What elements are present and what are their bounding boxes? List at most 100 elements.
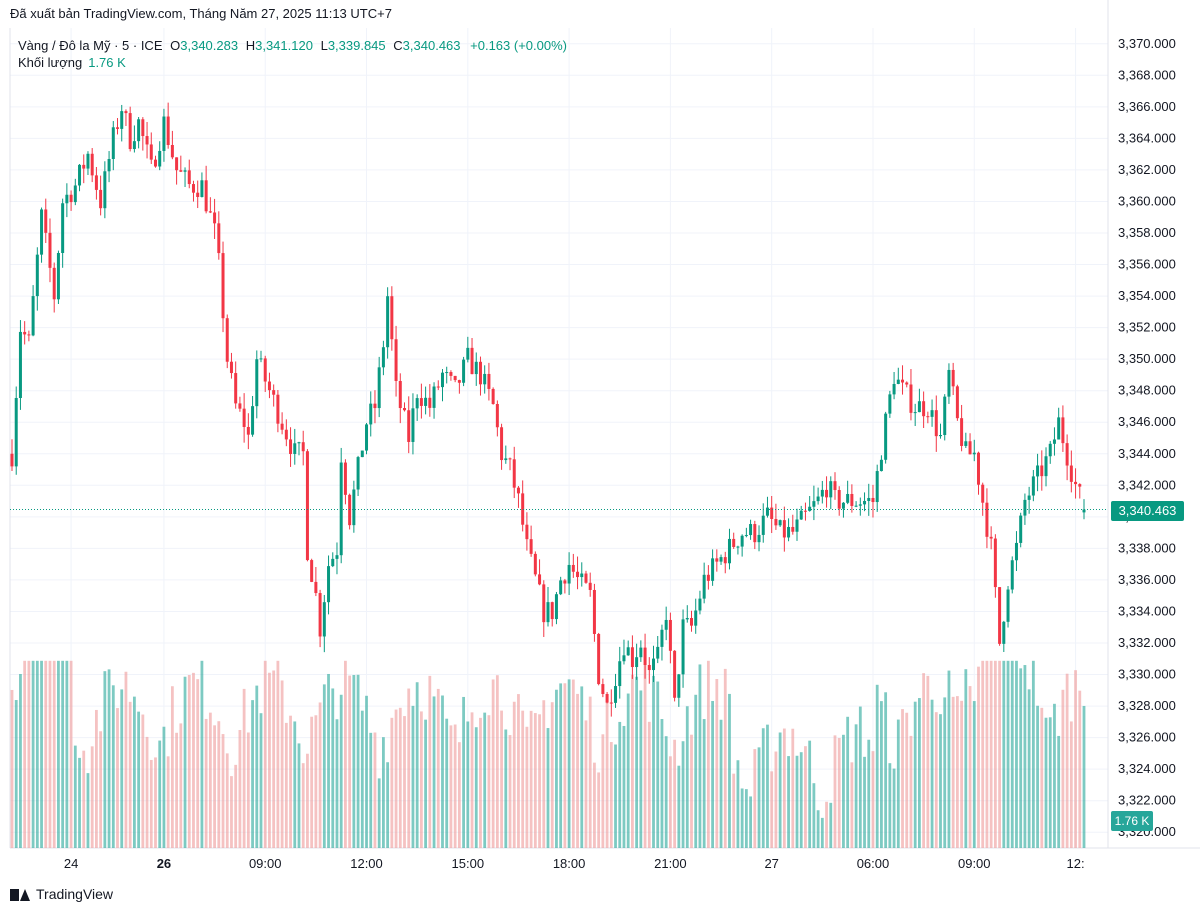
volume-bar	[407, 688, 411, 848]
volume-bar	[221, 734, 225, 848]
candle-body	[905, 382, 909, 385]
candle-body	[727, 538, 731, 564]
volume-bar	[1053, 703, 1056, 848]
candle-body	[398, 380, 402, 409]
volume-bar	[989, 660, 993, 848]
volume-bar	[964, 669, 968, 848]
candle-body	[808, 506, 812, 511]
candle-body	[242, 408, 246, 427]
candle-body	[664, 619, 668, 630]
candle-body	[166, 116, 170, 145]
volume-bar	[820, 817, 824, 848]
x-tick-label: 12:	[1067, 856, 1085, 871]
candle-body	[44, 209, 48, 233]
candle-body	[858, 504, 862, 506]
y-tick-label: 3,356.000	[1118, 257, 1176, 272]
candle-body	[951, 369, 955, 387]
candle-body	[394, 339, 398, 381]
candle-body	[137, 119, 141, 142]
candle-body	[761, 515, 765, 535]
y-tick-label: 3,362.000	[1118, 162, 1176, 177]
candle-body	[246, 426, 250, 435]
candle-body	[234, 373, 238, 404]
volume-bar	[837, 737, 841, 848]
y-tick-label: 3,368.000	[1118, 67, 1176, 82]
volume-bar	[403, 716, 406, 848]
volume-bar	[854, 724, 858, 848]
candle-body	[917, 401, 921, 413]
candle-body	[162, 116, 166, 151]
volume-bar	[1069, 721, 1073, 848]
volume-bar	[943, 697, 947, 848]
candle-body	[31, 296, 35, 336]
volume-bar	[170, 686, 174, 848]
volume-bar	[690, 734, 693, 848]
candle-body	[1078, 484, 1082, 487]
candle-body	[103, 171, 107, 209]
candle-body	[850, 493, 854, 506]
candle-body	[668, 619, 672, 651]
candle-body	[293, 443, 297, 454]
volume-bar	[816, 810, 820, 848]
x-tick-label: 06:00	[857, 856, 890, 871]
symbol-label[interactable]: Vàng / Đô la Mỹ · 5 · ICE	[18, 38, 163, 53]
candle-body	[86, 153, 90, 169]
volume-bar	[601, 734, 605, 848]
candle-body	[191, 184, 195, 193]
y-tick-label: 3,354.000	[1118, 288, 1176, 303]
volume-bar	[310, 716, 314, 848]
volume-bar	[1002, 660, 1006, 848]
volume-bar	[584, 720, 588, 848]
y-tick-label: 3,348.000	[1118, 383, 1176, 398]
candle-body	[267, 381, 271, 391]
candle-body	[820, 489, 824, 497]
candle-body	[474, 361, 478, 375]
candle-body	[14, 397, 18, 467]
candle-body	[297, 442, 301, 444]
volume-bar	[107, 669, 111, 848]
volume-bar	[1027, 689, 1031, 848]
volume-bar	[571, 679, 575, 848]
candle-body	[711, 558, 715, 581]
volume-bar	[360, 710, 364, 848]
volume-bar	[614, 744, 617, 848]
volume-bar	[441, 695, 444, 848]
candle-body	[652, 658, 656, 671]
volume-bar	[1015, 660, 1018, 848]
candle-body	[255, 359, 259, 407]
candle-body	[875, 471, 879, 503]
candle-body	[888, 394, 892, 414]
footer-brand[interactable]: TradingView	[10, 886, 113, 902]
volume-bar	[128, 701, 132, 848]
volume-bar	[706, 660, 710, 848]
volume-bar	[833, 735, 837, 848]
volume-bar	[504, 729, 508, 848]
candle-body	[457, 380, 461, 383]
candle-body	[723, 557, 727, 564]
candle-body	[419, 398, 423, 406]
volume-label[interactable]: Khối lượng	[18, 55, 83, 70]
volume-bar	[778, 732, 782, 848]
volume-bar	[918, 698, 921, 848]
candle-body	[1006, 589, 1010, 622]
candle-body	[854, 505, 858, 507]
candle-body	[1057, 417, 1061, 440]
volume-tag: 1.76 K	[1111, 811, 1153, 831]
candle-body	[605, 693, 609, 703]
candle-body	[791, 526, 795, 532]
volume-bar	[799, 752, 803, 848]
volume-bar	[884, 692, 888, 848]
candle-body	[145, 136, 149, 145]
volume-bar	[255, 685, 259, 848]
candle-body	[305, 451, 309, 561]
volume-bar	[635, 676, 639, 848]
candle-body	[65, 194, 69, 204]
candle-body	[960, 418, 964, 446]
volume-bar	[1065, 673, 1069, 848]
volume-bar	[694, 694, 698, 848]
candle-body	[542, 584, 546, 623]
candle-body	[702, 574, 706, 599]
volume-bar	[293, 721, 297, 848]
